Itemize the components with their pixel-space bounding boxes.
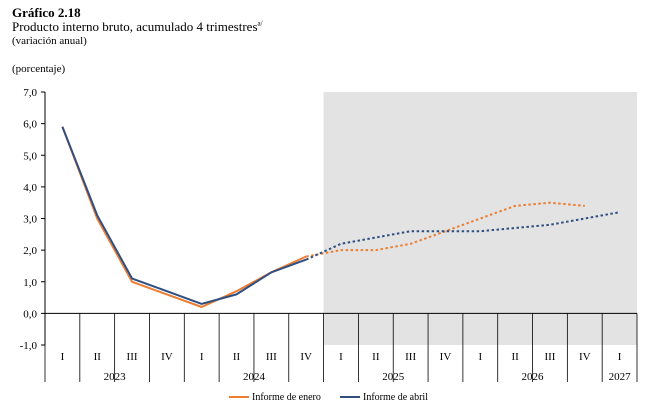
quarter-label: IV xyxy=(579,351,591,363)
year-label: 2023 xyxy=(104,371,127,383)
subtitle-note-mark: a/ xyxy=(257,19,263,28)
legend-label: Informe de abril xyxy=(363,392,428,403)
series-line-solid xyxy=(61,126,307,305)
quarter-label: I xyxy=(618,351,622,363)
y-axis-unit-label: (porcentaje) xyxy=(12,63,66,75)
y-tick-label: 4,0 xyxy=(23,182,37,194)
quarter-label: II xyxy=(511,351,519,363)
year-label: 2027 xyxy=(609,371,632,383)
y-tick-label: 6,0 xyxy=(23,119,37,131)
series-line-forecast xyxy=(306,201,585,258)
quarter-label: I xyxy=(478,351,482,363)
year-label: 2024 xyxy=(243,371,266,383)
quarter-label: IV xyxy=(440,351,452,363)
quarter-label: III xyxy=(266,351,277,363)
quarter-label: IV xyxy=(161,351,173,363)
y-tick-label: 2,0 xyxy=(23,245,37,257)
subtitle-text: Producto interno bruto, acumulado 4 trim… xyxy=(12,19,258,34)
y-tick-label: -1,0 xyxy=(20,340,38,352)
year-label: 2025 xyxy=(382,371,405,383)
quarter-label: II xyxy=(94,351,102,363)
quarter-label: III xyxy=(405,351,416,363)
y-tick-label: 0,0 xyxy=(23,308,37,320)
chart-note: (variación anual) xyxy=(12,35,87,47)
year-label: 2026 xyxy=(522,371,545,383)
quarter-label: IV xyxy=(300,351,312,363)
quarter-label: I xyxy=(339,351,343,363)
quarter-label: III xyxy=(127,351,138,363)
y-tick-label: 3,0 xyxy=(23,214,37,226)
quarter-label: I xyxy=(200,351,204,363)
forecast-shaded-area xyxy=(323,92,637,345)
quarter-label: III xyxy=(544,351,555,363)
quarter-label: II xyxy=(372,351,380,363)
quarter-label: I xyxy=(61,351,65,363)
series-line-forecast xyxy=(305,211,620,261)
legend-label: Informe de enero xyxy=(252,392,321,403)
y-tick-label: 1,0 xyxy=(23,277,37,289)
chart-title: Gráfico 2.18 xyxy=(12,5,81,20)
y-tick-label: 5,0 xyxy=(23,150,37,162)
chart-subtitle: Producto interno bruto, acumulado 4 trim… xyxy=(12,19,263,35)
quarter-label: II xyxy=(233,351,241,363)
y-tick-label: 7,0 xyxy=(23,87,37,99)
